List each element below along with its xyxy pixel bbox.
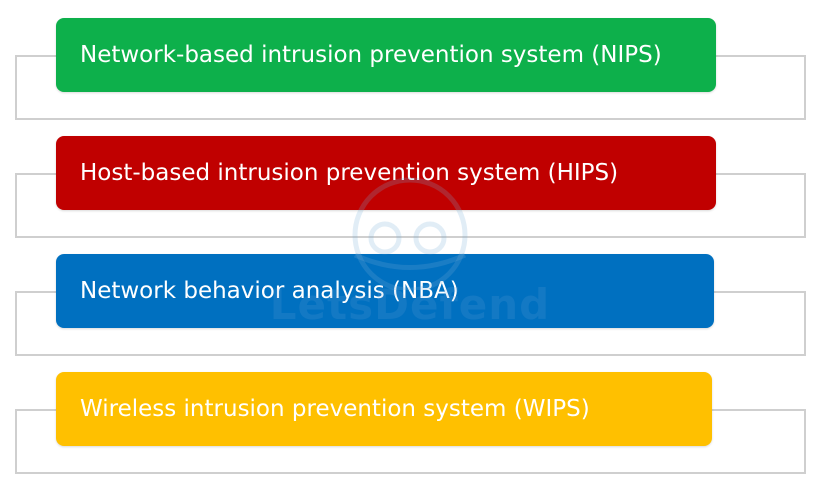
- item-bar-wips: Wireless intrusion prevention system (WI…: [56, 372, 712, 446]
- item-bar-nips: Network-based intrusion prevention syste…: [56, 18, 716, 92]
- item-bar-hips: Host-based intrusion prevention system (…: [56, 136, 716, 210]
- item-bar-nba: Network behavior analysis (NBA): [56, 254, 714, 328]
